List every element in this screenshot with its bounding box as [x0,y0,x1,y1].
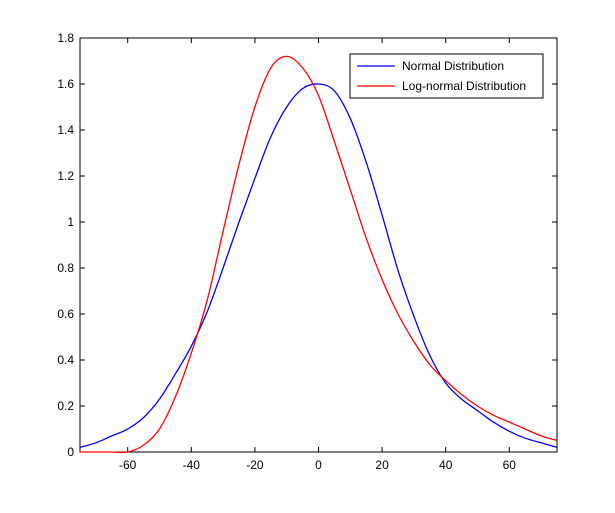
legend-label-log-normal-distribution: Log-normal Distribution [402,79,526,93]
x-tick-label: -20 [246,458,264,472]
x-tick-label: 40 [439,458,453,472]
y-tick-label: 0 [67,445,74,459]
axes: -60 -40 -20 0 20 40 60 0 0.2 0.4 0.6 0.8 1 1.2 1.4 1.6… [57,31,558,472]
x-tick-label: -60 [119,458,137,472]
series-line-normal-distribution [79,83,558,449]
legend-box [349,53,544,99]
y-tick-label: 1 [67,215,74,229]
y-tick-label: 0.4 [57,353,74,367]
y-tick-label: 0.2 [57,399,74,413]
y-axis: 0 0.2 0.4 0.6 0.8 1 1.2 1.4 1.6 1.8 [57,31,557,459]
legend-label-normal-distribution: Normal Distribution [402,59,504,73]
y-tick-label: 1.6 [57,77,74,91]
legend: Normal Distribution Log-normal Distributi… [349,53,544,99]
plot-frame [79,37,558,453]
x-tick-label: 20 [375,458,389,472]
series-line-log-normal-distribution [80,55,558,454]
y-tick-label: 1.2 [57,169,74,183]
y-tick-label: 1.8 [57,31,74,45]
x-tick-label: -40 [183,458,201,472]
x-tick-label: 0 [315,458,322,472]
series-lines [79,55,558,454]
y-tick-label: 0.8 [57,261,74,275]
x-tick-label: 60 [503,458,517,472]
x-axis: -60 -40 -20 0 20 40 60 [119,38,516,472]
y-tick-label: 0.6 [57,307,74,321]
y-tick-label: 1.4 [57,123,74,137]
